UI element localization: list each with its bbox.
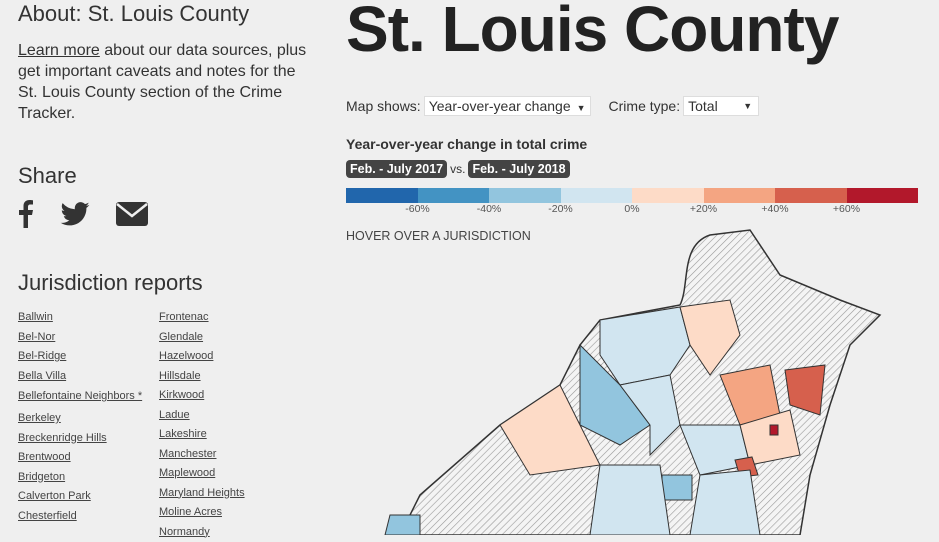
- legend-swatch: [489, 188, 561, 203]
- legend-tick: +20%: [690, 203, 717, 215]
- share-icons: [18, 200, 148, 228]
- legend-swatch: [847, 188, 919, 203]
- legend-swatch: [775, 188, 847, 203]
- jurisdiction-heading: Jurisdiction reports: [18, 270, 203, 296]
- legend-swatch: [418, 188, 490, 203]
- jurisdiction-link[interactable]: Frontenac: [159, 308, 289, 328]
- period-2-badge: Feb. - July 2018: [468, 160, 569, 178]
- jurisdiction-link[interactable]: Ladue: [159, 406, 289, 426]
- legend-tick: -20%: [548, 203, 573, 215]
- crime-type-select[interactable]: Total ▼: [683, 96, 759, 116]
- legend-tick: +40%: [761, 203, 788, 215]
- jurisdiction-link[interactable]: Bel-Ridge: [18, 347, 148, 367]
- color-legend: [346, 188, 918, 203]
- date-range: Feb. - July 2017 vs. Feb. - July 2018: [346, 160, 570, 178]
- map-shows-value: Year-over-year change: [429, 98, 571, 114]
- jurisdiction-link[interactable]: Brentwood: [18, 448, 148, 468]
- jurisdiction-link[interactable]: Normandy: [159, 523, 289, 542]
- email-icon[interactable]: [116, 202, 148, 226]
- about-text: Learn more about our data sources, plus …: [18, 40, 308, 124]
- jurisdiction-link[interactable]: Bel-Nor: [18, 328, 148, 348]
- jurisdiction-link[interactable]: Bridgeton: [18, 468, 148, 488]
- legend-swatch: [561, 188, 633, 203]
- jurisdiction-column-1: Ballwin Bel-Nor Bel-Ridge Bella Villa Be…: [18, 308, 148, 526]
- county-map[interactable]: [380, 225, 939, 535]
- about-heading: About: St. Louis County: [18, 1, 249, 27]
- jurisdiction-link[interactable]: Maplewood: [159, 464, 289, 484]
- dropdown-arrow-icon: ▼: [577, 103, 586, 113]
- crime-type-value: Total: [688, 98, 718, 114]
- facebook-icon[interactable]: [18, 200, 34, 228]
- legend-swatch: [632, 188, 704, 203]
- jurisdiction-link[interactable]: Bella Villa: [18, 367, 148, 387]
- legend-ticks: -60% -40% -20% 0% +20% +40% +60%: [346, 203, 918, 217]
- jurisdiction-link[interactable]: Breckenridge Hills: [18, 429, 148, 449]
- legend-tick: +60%: [833, 203, 860, 215]
- legend-swatch: [704, 188, 776, 203]
- jurisdiction[interactable]: [690, 470, 760, 535]
- jurisdiction-column-2: Frontenac Glendale Hazelwood Hillsdale K…: [159, 308, 289, 542]
- jurisdiction-link[interactable]: Maryland Heights: [159, 484, 289, 504]
- share-heading: Share: [18, 163, 77, 189]
- legend-tick: -40%: [477, 203, 502, 215]
- jurisdiction[interactable]: [590, 465, 670, 535]
- jurisdiction-link[interactable]: Hillsdale: [159, 367, 289, 387]
- map-controls: Map shows: Year-over-year change ▼ Crime …: [346, 96, 777, 116]
- jurisdiction-link[interactable]: Lakeshire: [159, 425, 289, 445]
- map-shows-select[interactable]: Year-over-year change ▼: [424, 96, 591, 116]
- legend-title: Year-over-year change in total crime: [346, 136, 587, 152]
- crime-type-label: Crime type:: [609, 98, 681, 114]
- jurisdiction-link[interactable]: Calverton Park: [18, 487, 148, 507]
- jurisdiction[interactable]: [385, 515, 420, 535]
- period-1-badge: Feb. - July 2017: [346, 160, 447, 178]
- jurisdiction-link[interactable]: Hazelwood: [159, 347, 289, 367]
- jurisdiction-link[interactable]: Berkeley: [18, 409, 148, 429]
- map-shows-label: Map shows:: [346, 98, 421, 114]
- jurisdiction[interactable]: [770, 425, 778, 435]
- jurisdiction-link[interactable]: Chesterfield: [18, 507, 148, 527]
- jurisdiction[interactable]: [662, 475, 692, 500]
- legend-tick: -60%: [405, 203, 430, 215]
- jurisdiction-link[interactable]: Glendale: [159, 328, 289, 348]
- jurisdiction-link[interactable]: Moline Acres: [159, 503, 289, 523]
- page-title: St. Louis County: [346, 0, 838, 66]
- jurisdiction-link[interactable]: Manchester: [159, 445, 289, 465]
- learn-more-link[interactable]: Learn more: [18, 42, 100, 59]
- jurisdiction-link[interactable]: Bellefontaine Neighbors *: [18, 389, 148, 403]
- dropdown-arrow-icon: ▼: [743, 101, 752, 111]
- jurisdiction-link[interactable]: Ballwin: [18, 308, 148, 328]
- legend-tick: 0%: [624, 203, 639, 215]
- twitter-icon[interactable]: [60, 202, 90, 226]
- vs-label: vs.: [450, 162, 465, 176]
- legend-swatch: [346, 188, 418, 203]
- jurisdiction-link[interactable]: Kirkwood: [159, 386, 289, 406]
